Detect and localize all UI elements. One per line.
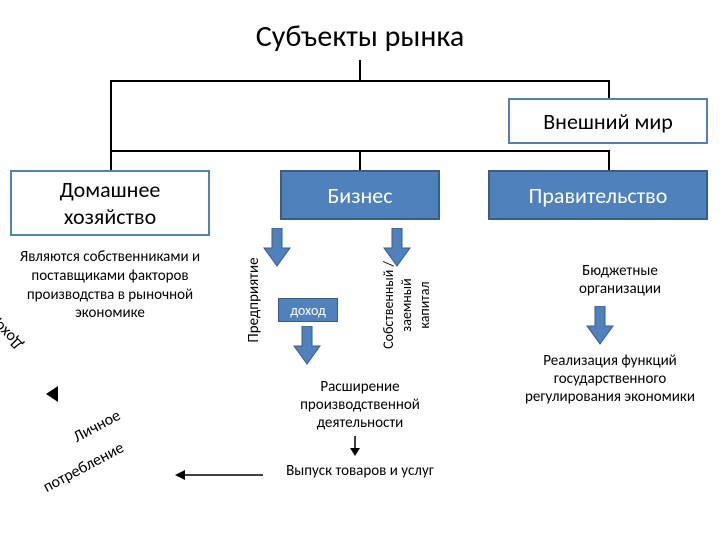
- arrow-biz-1-icon: [262, 228, 292, 268]
- hier-drop-1: [110, 150, 112, 170]
- biz-output: Выпуск товаров и услуг: [270, 462, 450, 480]
- gov-budget: Бюджетные организации: [540, 262, 700, 298]
- box-government-label: Правительство: [529, 182, 668, 209]
- rotated-consumption-text: потребление: [40, 438, 127, 496]
- box-external-label: Внешний мир: [543, 108, 673, 135]
- arrow-flow-down-icon: [345, 436, 365, 458]
- box-government: Правительство: [488, 170, 708, 220]
- box-household-label: Домашнее хозяйство: [12, 176, 208, 230]
- box-business-label: Бизнес: [327, 182, 392, 209]
- household-note-text: Являются собственниками и поставщиками ф…: [20, 248, 200, 322]
- hier-drop-2: [359, 150, 361, 170]
- gov-budget-text: Бюджетные организации: [579, 262, 661, 298]
- page-title: Субъекты рынка: [0, 18, 720, 55]
- vlabel-borrowed-text: заемный: [398, 278, 415, 331]
- hier-line-to-external: [608, 80, 610, 100]
- gov-functions: Реализация функций государственного регу…: [510, 352, 710, 406]
- arrow-left-icon: [175, 468, 265, 482]
- hier-drop-3: [608, 150, 610, 170]
- hier-line-v2: [110, 80, 112, 150]
- vlabel-enterprise-text: Предприятие: [245, 257, 263, 342]
- biz-expansion-text: Расширение производственной деятельности: [300, 378, 420, 432]
- arrow-gov-icon: [585, 306, 615, 346]
- vlabel-enterprise: Предприятие: [245, 240, 263, 360]
- gov-functions-text: Реализация функций государственного регу…: [525, 352, 695, 406]
- household-note: Являются собственниками и поставщиками ф…: [10, 248, 210, 323]
- mini-income-box: доход: [278, 298, 338, 322]
- vlabel-capital: капитал: [416, 260, 433, 350]
- biz-expansion: Расширение производственной деятельности: [260, 378, 460, 432]
- rotated-consumption: потребление: [40, 438, 127, 496]
- vlabel-own-text: Собственный /: [380, 261, 397, 349]
- mini-income-text: доход: [290, 302, 326, 319]
- hier-line-horiz: [110, 80, 610, 82]
- arrow-dohod-icon: [46, 386, 62, 402]
- biz-output-text: Выпуск товаров и услуг: [286, 462, 434, 480]
- box-business: Бизнес: [280, 170, 440, 220]
- hier-line-vert-top: [359, 60, 361, 80]
- vlabel-capital-text: капитал: [416, 281, 433, 328]
- vlabel-borrowed: заемный: [398, 255, 415, 355]
- arrow-biz-2-icon: [292, 326, 322, 366]
- box-external: Внешний мир: [508, 98, 708, 144]
- arrow-biz-3-icon: [382, 228, 412, 268]
- box-household: Домашнее хозяйство: [10, 170, 210, 236]
